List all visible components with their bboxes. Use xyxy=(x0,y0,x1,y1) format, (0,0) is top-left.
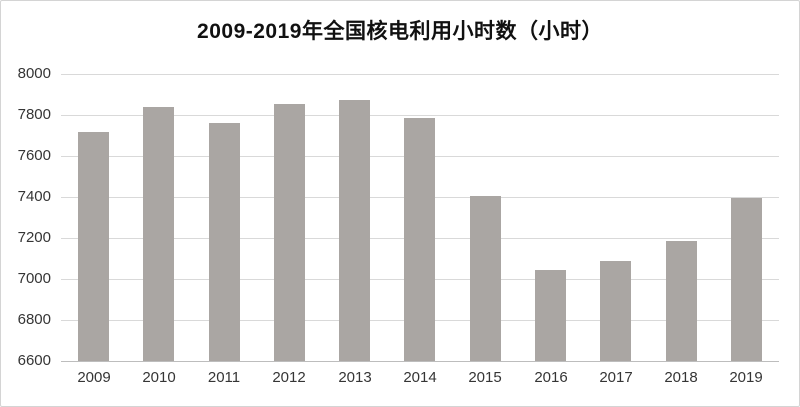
x-axis-tick-label: 2016 xyxy=(534,369,568,386)
bar-2019 xyxy=(731,198,762,361)
x-axis-tick-label: 2011 xyxy=(207,369,241,386)
bar-2010 xyxy=(143,107,174,361)
bar-2017 xyxy=(600,261,631,361)
y-axis-tick-label: 7600 xyxy=(17,147,51,164)
y-axis-tick-label: 6600 xyxy=(17,352,51,369)
bar-2011 xyxy=(209,123,240,361)
y-axis-tick-label: 7000 xyxy=(17,270,51,287)
x-axis-tick-label: 2015 xyxy=(468,369,502,386)
bar-2009 xyxy=(78,132,109,361)
x-axis-line xyxy=(61,361,779,362)
bar-2013 xyxy=(339,100,370,361)
x-axis-tick-label: 2010 xyxy=(142,369,176,386)
x-axis-tick-label: 2013 xyxy=(338,369,372,386)
x-axis-tick-label: 2018 xyxy=(664,369,698,386)
bar-2012 xyxy=(274,104,305,361)
y-axis-tick-label: 6800 xyxy=(17,311,51,328)
chart-title: 2009-2019年全国核电利用小时数（小时） xyxy=(197,20,603,43)
x-axis-tick-label: 2017 xyxy=(599,369,633,386)
x-axis-tick-label: 2014 xyxy=(403,369,437,386)
bar-2015 xyxy=(470,196,501,361)
bar-2016 xyxy=(535,270,566,361)
x-axis-tick-label: 2019 xyxy=(729,369,763,386)
bar-2018 xyxy=(666,241,697,361)
bar-2014 xyxy=(404,118,435,361)
x-axis-tick-label: 2009 xyxy=(77,369,111,386)
y-axis-tick-label: 7200 xyxy=(17,229,51,246)
y-axis-tick-label: 7400 xyxy=(17,188,51,205)
x-axis-tick-label: 2012 xyxy=(272,369,306,386)
gridline xyxy=(61,74,779,75)
y-axis-tick-label: 7800 xyxy=(17,106,51,123)
gridline xyxy=(61,115,779,116)
y-axis-tick-label: 8000 xyxy=(17,65,51,82)
